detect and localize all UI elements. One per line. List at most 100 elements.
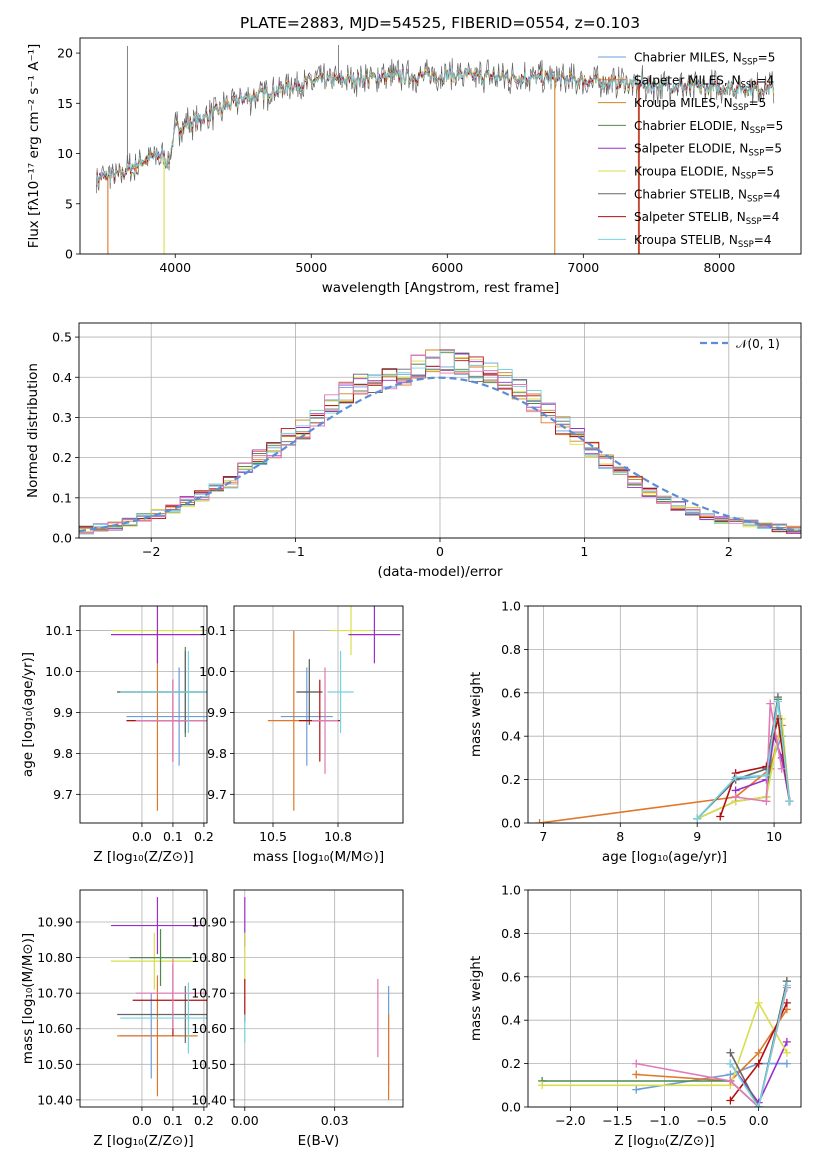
weight-marker: [726, 1048, 735, 1057]
y-tick-label: 10: [57, 146, 73, 161]
y-tick-label: 0.2: [52, 450, 72, 465]
weight-marker: [632, 1085, 641, 1094]
axes-frame: [527, 605, 802, 824]
weight-marker: [782, 981, 791, 990]
plot-area: [267, 606, 401, 811]
y-axis-label: Normed distribution: [25, 363, 41, 498]
axes-frame: [527, 889, 802, 1108]
legend-entry: Kroupa MILES, NSSP=5: [634, 96, 766, 113]
y-tick-label: 1.0: [501, 883, 521, 898]
weight-marker: [782, 998, 791, 1007]
y-tick-label: 0.6: [501, 969, 521, 984]
plot-area: [535, 693, 794, 823]
x-tick-label: −2.0: [555, 1113, 585, 1128]
weight-marker: [726, 1096, 735, 1105]
weight-marker: [731, 773, 740, 782]
x-tick-label: 7: [539, 829, 547, 844]
weight-marker: [777, 764, 786, 773]
y-axis-label: mass weight: [468, 956, 484, 1041]
y-tick-label: 0.4: [501, 1013, 521, 1028]
y-tick-label: 10.40: [37, 1092, 73, 1107]
y-tick-label: 9.8: [53, 746, 73, 761]
y-tick-label: 0.2: [501, 772, 521, 787]
plot-area: [244, 897, 390, 1100]
axes-frame: [233, 605, 404, 824]
axes-frame: [79, 605, 208, 824]
panel-residuals: −2 −1 0 1 2 0.0 0.1 0.2 0.3 0.4 0.5 (data-model)/er…: [25, 322, 802, 580]
x-axis-label: E(B-V): [298, 1133, 340, 1149]
y-tick-label: 10.1: [199, 623, 227, 638]
x-tick-label: 0.0: [132, 1113, 152, 1128]
weight-line: [636, 1062, 787, 1091]
y-tick-label: 0: [65, 247, 73, 262]
weight-line: [735, 703, 783, 803]
panel-mass-vs-EBV: 0.00 0.03 10.40 10.50 10.60 10.70 10.80 10.90 E(…: [191, 889, 404, 1149]
y-tick-label: 0.6: [501, 685, 521, 700]
x-tick-label: 8: [616, 829, 624, 844]
y-tick-label: 10.0: [199, 664, 227, 679]
y-tick-label: 9.7: [207, 787, 227, 802]
plot-area: [538, 977, 791, 1107]
residual-legend: 𝒩(0, 1): [700, 337, 780, 351]
x-tick-label: 0: [436, 544, 444, 559]
y-tick-label: 10.60: [37, 1021, 73, 1036]
x-tick-label: 1: [580, 544, 588, 559]
y-tick-label: 0.0: [501, 816, 521, 831]
weight-marker: [762, 771, 771, 780]
x-tick-label: 10.5: [259, 829, 287, 844]
x-tick-label: 0.0: [749, 1113, 769, 1128]
y-axis-label: mass weight: [468, 672, 484, 757]
legend-entry: Chabrier STELIB, NSSP=4: [634, 187, 781, 204]
y-tick-label: 0.5: [52, 330, 72, 345]
y-tick-label: 10.80: [37, 950, 73, 965]
x-tick-label: 8000: [703, 260, 735, 275]
x-tick-label: 0.1: [163, 1113, 183, 1128]
panel-massweight-vs-Z: −2.0 −1.5 −1.0 −0.5 0.0 0.0 0.2 0.4 0.6 0.8 1.0 Z […: [468, 883, 802, 1149]
y-axis-label: age [log₁₀(age/yr)]: [20, 652, 36, 777]
weight-line: [729, 985, 788, 1107]
weight-marker: [632, 1059, 641, 1068]
y-tick-label: 0.0: [52, 531, 72, 546]
x-tick-label: 4000: [159, 260, 191, 275]
x-tick-label: 9: [693, 829, 701, 844]
plot-area: [79, 349, 801, 538]
weight-marker: [762, 797, 771, 806]
x-axis-label: Z [log₁₀(Z/Z⊙)]: [614, 1133, 714, 1149]
x-tick-label: 0.00: [231, 1113, 259, 1128]
plot-area: [110, 897, 207, 1097]
weight-marker: [754, 1048, 763, 1057]
x-tick-label: 0.0: [132, 829, 152, 844]
y-tick-label: 20: [57, 46, 73, 61]
x-tick-label: −1.5: [602, 1113, 632, 1128]
x-tick-label: 0.2: [194, 829, 214, 844]
panel-spectrum: 4000 5000 6000 7000 8000 0 5 10 15 20 wavelength […: [26, 37, 802, 296]
x-tick-label: 7000: [567, 260, 599, 275]
weight-marker: [782, 1048, 791, 1057]
y-axis-label: Flux [fλ10⁻¹⁷ erg cm⁻² s⁻¹ A⁻¹]: [26, 44, 42, 249]
weight-marker: [754, 1059, 763, 1068]
panel-mass-vs-Z: 0.0 0.1 0.2 10.40 10.50 10.60 10.70 10.80 10.90 Z…: [20, 889, 214, 1149]
x-tick-label: −0.5: [696, 1113, 726, 1128]
x-tick-label: −1: [286, 544, 304, 559]
weight-line: [542, 1000, 788, 1087]
y-tick-label: 5: [65, 196, 73, 211]
x-axis-label: mass [log₁₀(M/M⊙)]: [253, 849, 384, 865]
y-tick-label: 0.8: [501, 642, 521, 657]
plot-area: [110, 606, 207, 811]
x-tick-label: 2: [725, 544, 733, 559]
legend-entry: Chabrier ELODIE, NSSP=5: [634, 119, 783, 136]
weight-marker: [535, 819, 544, 823]
y-tick-label: 9.9: [207, 705, 227, 720]
weight-marker: [693, 814, 702, 823]
x-tick-label: 6000: [431, 260, 463, 275]
y-tick-label: 9.8: [207, 746, 227, 761]
weight-marker: [754, 998, 763, 1007]
legend-entry: Chabrier MILES, NSSP=5: [634, 51, 775, 68]
normal-curve: [79, 376, 801, 533]
y-tick-label: 0.3: [52, 410, 72, 425]
y-tick-label: 9.9: [53, 705, 73, 720]
legend-entry: Salpeter STELIB, NSSP=4: [634, 210, 779, 227]
x-tick-label: 0.03: [321, 1113, 349, 1128]
x-tick-label: 10: [766, 829, 782, 844]
y-tick-label: 10.80: [191, 950, 227, 965]
